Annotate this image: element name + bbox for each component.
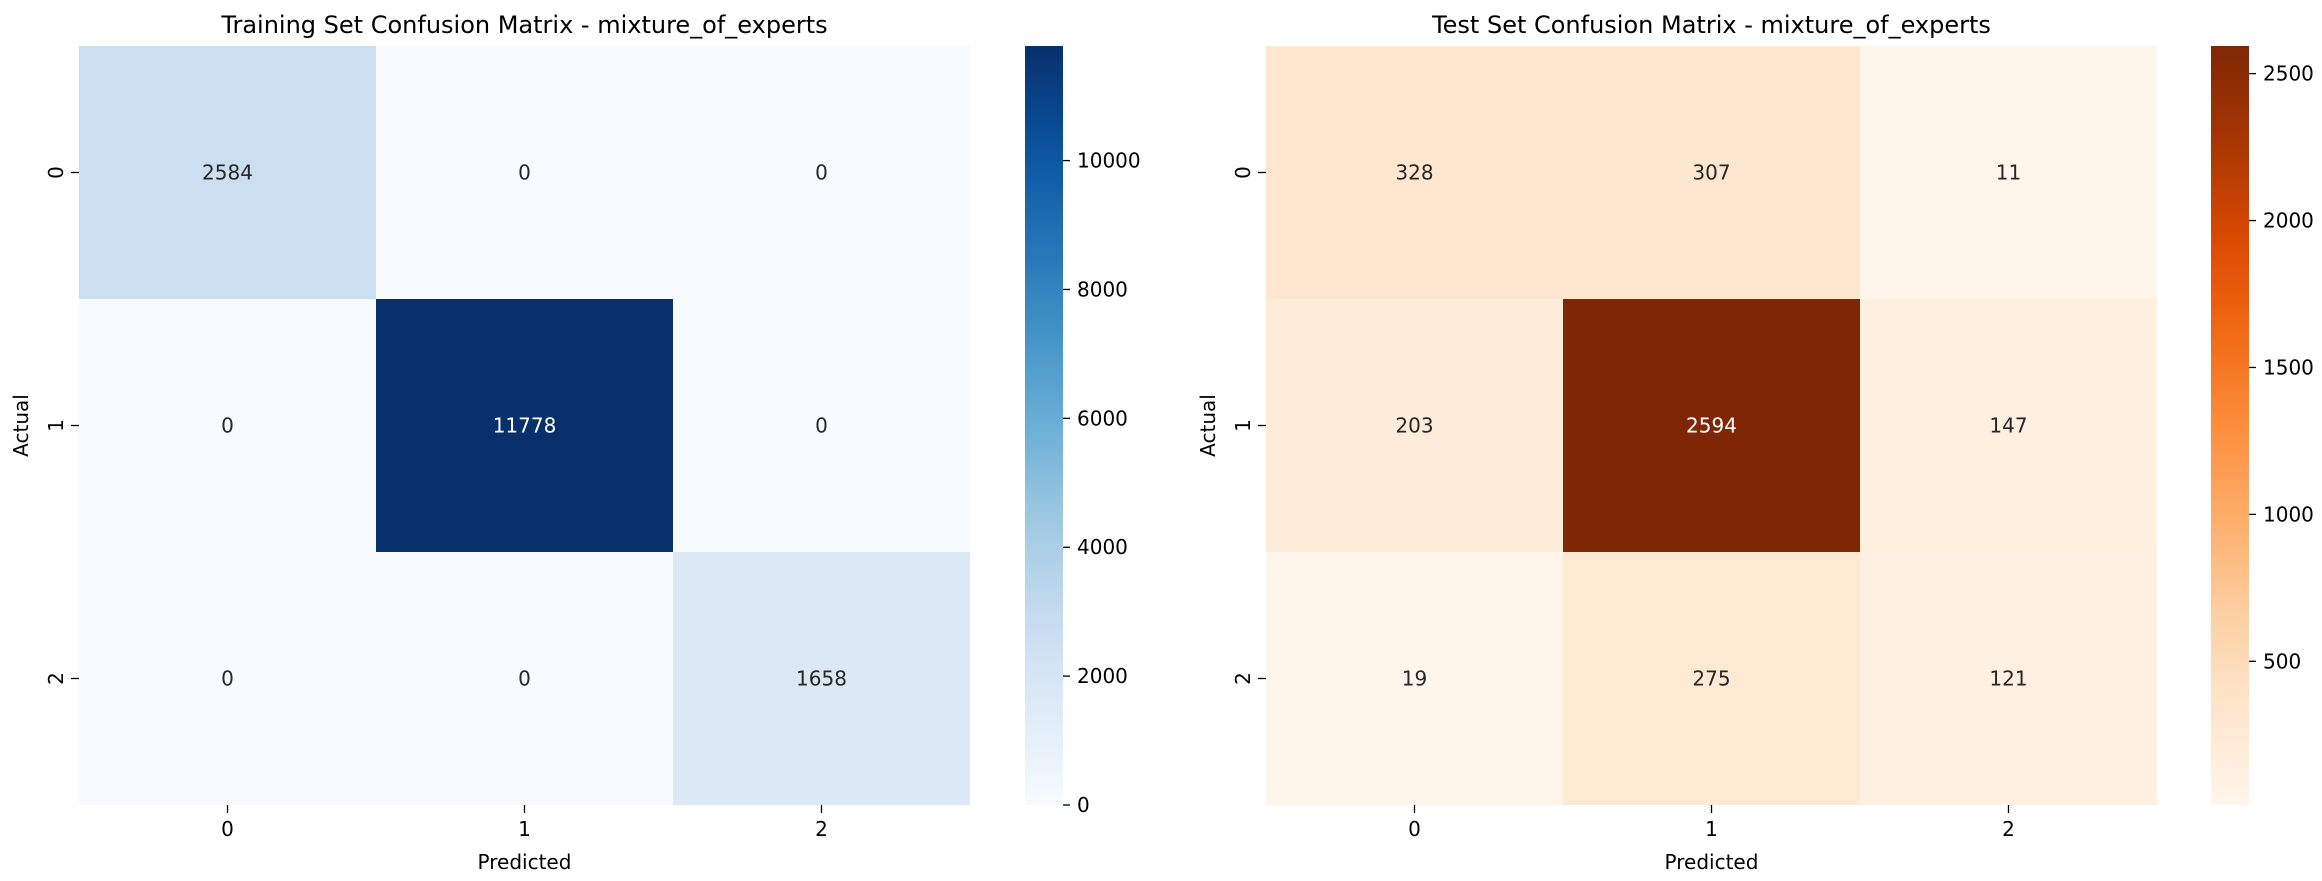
cell-value-label: 19 <box>1402 667 1427 691</box>
x-tick-label: 0 <box>221 817 234 841</box>
colorbar-tick-label: 1000 <box>2263 502 2314 526</box>
heatmap-cell <box>376 552 673 805</box>
cell-value-label: 275 <box>1692 667 1730 691</box>
cell-value-label: 2584 <box>202 161 253 185</box>
y-axis-label: Actual <box>9 394 33 457</box>
cell-value-label: 121 <box>1989 667 2027 691</box>
y-tick-label: 0 <box>1231 166 1255 179</box>
heatmap-cell <box>1860 552 2157 805</box>
y-tick-label: 0 <box>44 166 68 179</box>
x-tick-label: 1 <box>518 817 531 841</box>
y-tick-label: 1 <box>1231 419 1255 432</box>
colorbar <box>2211 46 2249 805</box>
cell-value-label: 2594 <box>1686 414 1737 438</box>
colorbar-tick-label: 0 <box>1077 793 1090 817</box>
heatmap-panel-0: 2584 0 0 0 11778 0 0 0 1658 Training Set Confusio… <box>9 11 1141 874</box>
heatmap-cell <box>673 552 970 805</box>
y-axis-label: Actual <box>1196 394 1220 457</box>
colorbar-tick-label: 2000 <box>1077 664 1128 688</box>
x-axis-label: Predicted <box>1665 850 1759 874</box>
heatmap-cell <box>376 46 673 299</box>
cell-value-label: 1658 <box>796 667 847 691</box>
cell-value-label: 0 <box>221 414 234 438</box>
heatmap-cell <box>1563 46 1860 299</box>
cell-value-label: 0 <box>518 667 531 691</box>
y-tick-label: 2 <box>1231 672 1255 685</box>
heatmap-cell <box>1563 552 1860 805</box>
cell-value-label: 0 <box>221 667 234 691</box>
colorbar-tick-label: 2000 <box>2263 209 2314 233</box>
heatmap-cell <box>79 46 376 299</box>
cell-value-label: 307 <box>1692 161 1730 185</box>
cell-value-label: 0 <box>815 414 828 438</box>
chart-title: Test Set Confusion Matrix - mixture_of_e… <box>1431 11 1991 39</box>
colorbar <box>1025 46 1063 805</box>
y-tick-label: 2 <box>44 672 68 685</box>
heatmap-cell <box>1266 46 1563 299</box>
heatmap-cell <box>673 46 970 299</box>
colorbar-tick-label: 1500 <box>2263 355 2314 379</box>
heatmap-cell <box>1266 299 1563 552</box>
colorbar-tick-label: 10000 <box>1077 149 1141 173</box>
x-tick-label: 0 <box>1408 817 1421 841</box>
x-tick-label: 1 <box>1705 817 1718 841</box>
colorbar-tick-label: 4000 <box>1077 535 1128 559</box>
cell-value-label: 203 <box>1395 414 1433 438</box>
colorbar-tick-label: 8000 <box>1077 277 1128 301</box>
heatmap-cell <box>79 552 376 805</box>
heatmap-cell <box>1266 552 1563 805</box>
cell-value-label: 0 <box>815 161 828 185</box>
y-tick-label: 1 <box>44 419 68 432</box>
heatmap-cell <box>1860 46 2157 299</box>
chart-title: Training Set Confusion Matrix - mixture_… <box>220 11 827 39</box>
cell-value-label: 11 <box>1996 161 2021 185</box>
heatmap-cell <box>1563 299 1860 552</box>
cell-value-label: 147 <box>1989 414 2027 438</box>
colorbar-tick-label: 500 <box>2263 649 2301 673</box>
x-tick-label: 2 <box>2002 817 2015 841</box>
cell-value-label: 0 <box>518 161 531 185</box>
x-axis-label: Predicted <box>478 850 572 874</box>
colorbar-tick-label: 6000 <box>1077 406 1128 430</box>
heatmap-cell <box>79 299 376 552</box>
cell-value-label: 11778 <box>493 414 557 438</box>
heatmap-cell <box>673 299 970 552</box>
heatmap-cell <box>376 299 673 552</box>
cell-value-label: 328 <box>1395 161 1433 185</box>
heatmap-cell <box>1860 299 2157 552</box>
x-tick-label: 2 <box>815 817 828 841</box>
colorbar-tick-label: 2500 <box>2263 62 2314 86</box>
